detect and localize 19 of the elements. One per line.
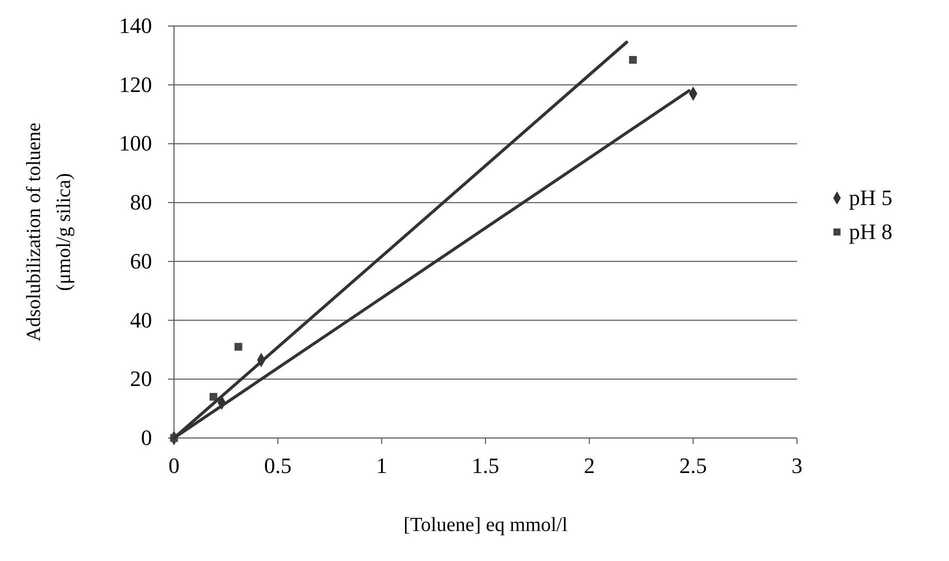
x-tick-label: 0.5 <box>264 453 292 478</box>
x-tick-label: 3 <box>792 453 802 478</box>
x-tick-label: 1.5 <box>472 453 500 478</box>
y-tick-label: 100 <box>119 130 152 156</box>
y-tick-label: 20 <box>130 366 152 392</box>
y-tick-label: 0 <box>141 425 152 450</box>
y-tick-label: 140 <box>119 13 152 38</box>
y-tick-label: 120 <box>119 72 152 97</box>
x-tick-label: 2.5 <box>679 453 707 478</box>
y-tick-label: 60 <box>130 248 152 274</box>
y-tick-label: 40 <box>130 307 152 332</box>
y-axis-title: Adsolubilization of toluene (μmol/g silica) <box>23 122 75 342</box>
y-tick-label: 80 <box>130 190 152 215</box>
x-tick-label: 1 <box>376 453 388 478</box>
x-axis-title: [Toluene] eq mmol/l <box>403 514 568 536</box>
x-tick-label: 2 <box>584 453 595 478</box>
legend-label: pH 8 <box>849 219 892 244</box>
legend-label: pH 5 <box>849 185 892 210</box>
x-tick-label: 0 <box>168 453 180 478</box>
